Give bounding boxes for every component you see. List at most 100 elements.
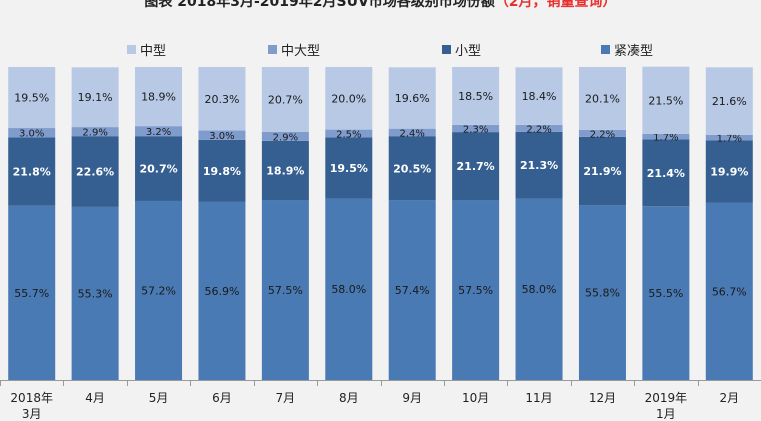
data-label: 21.5% (648, 94, 683, 107)
bar-segment (515, 67, 563, 125)
data-label: 2.3% (463, 125, 488, 136)
bar-segment (388, 200, 436, 380)
data-label: 19.6% (395, 92, 430, 105)
bar-segment (325, 129, 373, 138)
bar-segment (135, 200, 183, 380)
bar-segment (71, 136, 119, 207)
data-label: 3.0% (209, 131, 234, 142)
bar-segment (8, 205, 56, 380)
data-label: 56.9% (204, 285, 239, 298)
legend-label: 中型 (140, 44, 167, 59)
data-label: 1.7% (717, 134, 742, 145)
bar-segment (642, 66, 690, 134)
legend-swatch (601, 45, 610, 54)
chart-title: 图表 2018年3月-2019年2月SUV市场各级别市场份额（2月，销量查询） (0, 0, 761, 11)
legend-label: 紧凑型 (614, 44, 654, 59)
data-label: 21.3% (520, 159, 558, 172)
x-tick-label: 6月 (212, 391, 232, 405)
x-tick-label: 7月 (276, 391, 296, 405)
bar-segment (705, 134, 753, 141)
data-label: 18.5% (458, 90, 493, 103)
data-label: 55.3% (78, 287, 113, 300)
bar-segment (71, 127, 119, 137)
bar-segment (261, 67, 309, 132)
x-tick-label: 5月 (149, 391, 169, 405)
data-label: 20.1% (585, 92, 620, 105)
data-label: 18.9% (266, 164, 304, 177)
chart-title-text: 图表 2018年3月-2019年2月SUV市场各级别市场份额 (144, 0, 495, 10)
bar-segment (705, 202, 753, 380)
bar-segment (325, 137, 373, 199)
bar-segment (198, 139, 246, 202)
legend-item: 紧凑型 (601, 40, 653, 59)
x-tick-label: 2018年 3月 (10, 391, 53, 421)
data-label: 2.9% (82, 128, 107, 139)
data-label: 20.3% (204, 93, 239, 106)
bar-segment (515, 198, 563, 380)
bar-segment (515, 124, 563, 132)
data-label: 19.9% (710, 165, 748, 178)
x-tick-label: 10月 (462, 391, 489, 405)
bar-segment (8, 128, 56, 138)
legend-swatch (442, 45, 451, 54)
x-tick-label: 11月 (525, 391, 552, 405)
bar-segment (261, 140, 309, 201)
data-label: 19.8% (203, 165, 241, 178)
legend-label: 中大型 (281, 44, 321, 59)
x-tick-label: 9月 (402, 391, 422, 405)
bar-segment (642, 133, 690, 140)
bar-segment (642, 139, 690, 207)
data-label: 2.5% (336, 130, 361, 141)
bar-segment (578, 136, 626, 206)
bar-segment (452, 124, 500, 133)
data-label: 57.5% (458, 284, 493, 297)
data-label: 21.8% (13, 166, 51, 179)
bar-segment (71, 206, 119, 380)
data-label: 55.8% (585, 287, 620, 300)
data-label: 2.2% (526, 124, 551, 135)
legend: 中型 中大型 小型 紧凑型 (0, 40, 761, 59)
data-label: 2.9% (273, 132, 298, 143)
bar-segment (325, 67, 373, 130)
data-label: 18.9% (141, 91, 176, 104)
data-label: 21.6% (712, 95, 747, 108)
data-label: 57.4% (395, 284, 430, 297)
data-label: 20.7% (139, 163, 177, 176)
bar-segment (8, 67, 56, 129)
bar-segment (388, 128, 436, 137)
data-label: 21.4% (647, 167, 685, 180)
legend-swatch (268, 45, 277, 54)
bar-segment (705, 67, 753, 135)
data-label: 57.2% (141, 284, 176, 297)
x-tick-label: 8月 (339, 391, 359, 405)
chart-title-highlight: （2月，销量查询） (494, 0, 617, 10)
legend-item: 中型 (127, 40, 166, 59)
bar-segment (515, 131, 563, 199)
bar-segment (8, 137, 56, 206)
x-tick-label: 4月 (85, 391, 105, 405)
bar-segment (578, 129, 626, 137)
bar-segment (388, 67, 436, 129)
data-label: 19.5% (14, 92, 49, 105)
data-label: 19.1% (78, 91, 113, 104)
bar-segment (452, 200, 500, 380)
x-tick-label: 12月 (589, 391, 616, 405)
data-label: 18.4% (522, 90, 557, 103)
data-label: 2.4% (400, 128, 425, 139)
bar-segment (135, 126, 183, 137)
data-label: 21.9% (583, 165, 621, 178)
x-tick-label: 2019年 1月 (645, 391, 688, 421)
bar-segment (705, 140, 753, 203)
data-label: 58.0% (331, 283, 366, 296)
bar-segment (198, 130, 246, 140)
bar-segment (452, 132, 500, 201)
legend-swatch (127, 45, 136, 54)
bar-segment (325, 198, 373, 380)
data-label: 58.0% (522, 283, 557, 296)
bar-segment (642, 206, 690, 380)
bar-segment (71, 67, 119, 128)
data-label: 20.5% (393, 162, 431, 175)
legend-label: 小型 (455, 44, 482, 59)
